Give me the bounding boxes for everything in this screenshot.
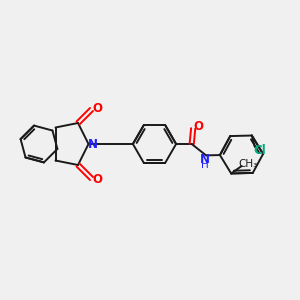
Text: O: O <box>92 172 102 186</box>
Text: H: H <box>201 160 209 170</box>
Text: O: O <box>194 120 204 134</box>
Text: N: N <box>200 153 210 166</box>
Text: O: O <box>92 102 102 116</box>
Text: N: N <box>87 137 98 151</box>
Text: Cl: Cl <box>254 144 267 157</box>
Text: CH₃: CH₃ <box>239 159 258 169</box>
